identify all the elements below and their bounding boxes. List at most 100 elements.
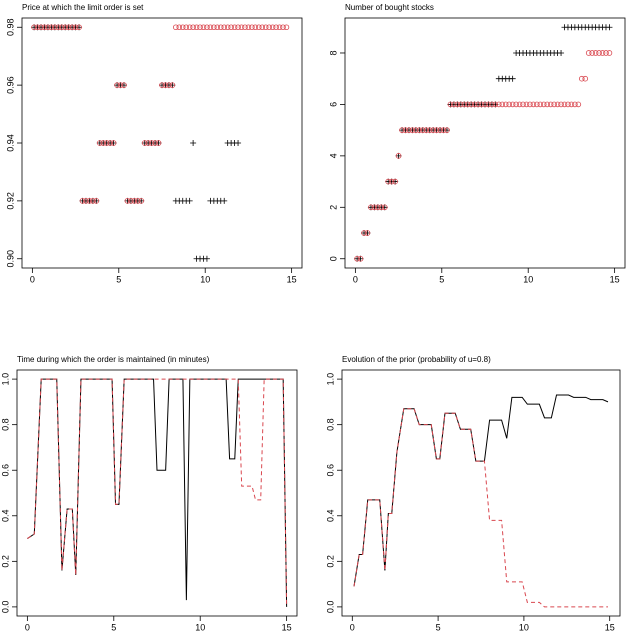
point [430,127,436,133]
point [464,101,471,108]
point [582,75,589,82]
point [110,140,117,146]
point [437,127,443,133]
point [217,24,224,31]
plot-frame [341,369,621,617]
point [378,204,385,211]
line [27,378,288,607]
point [489,101,495,108]
x-tick-label: 0 [30,274,35,284]
y-tick-label: 0.98 [5,18,15,36]
x-tick-label: 5 [111,622,116,632]
point [159,82,165,88]
x-tick-label: 15 [605,622,615,632]
point [259,24,266,31]
point [399,127,405,133]
point [589,50,595,56]
y-tick-label: 0 [328,256,338,261]
y-tick-label: 8 [328,50,338,55]
point [368,204,374,211]
point [200,24,207,31]
x-tick-label: 5 [116,274,121,284]
point [107,140,113,146]
point [245,24,252,31]
point [173,24,179,31]
point [513,101,519,108]
point [183,24,189,31]
point [96,140,103,146]
point [509,101,516,108]
point [354,255,360,262]
point [83,198,89,204]
point [578,75,585,82]
point [117,82,124,88]
point [280,24,286,31]
y-tick-label: 0.2 [325,555,335,568]
point [38,24,44,31]
x-tick-label: 10 [200,274,210,284]
point [235,140,242,146]
point [558,101,564,108]
point [190,24,196,31]
point [371,204,378,211]
x-tick-label: 0 [25,622,30,632]
point [190,140,197,146]
x-tick-label: 5 [436,622,441,632]
point [381,204,388,211]
point [131,198,138,204]
chart-title: Price at which the limit order is set [22,3,144,12]
point [211,24,217,31]
point [162,82,169,88]
point [461,101,468,108]
point [572,101,578,108]
y-tick-label: 0.4 [0,510,10,523]
point [534,101,540,108]
point [186,197,193,204]
y-tick-label: 0.8 [0,418,10,431]
point [100,140,107,146]
point [544,101,551,108]
point [423,127,430,133]
point [103,140,110,146]
point [447,101,454,108]
point [385,178,392,185]
point [409,127,416,133]
point [433,127,440,133]
point [176,24,183,31]
point [69,24,75,31]
point [65,24,72,31]
point [478,101,485,108]
point [426,127,433,133]
point [262,24,269,31]
y-tick-label: 0.90 [5,250,15,268]
y-tick-label: 0.6 [325,464,335,477]
point [565,101,571,108]
y-tick-label: 0.6 [0,464,10,477]
y-tick-label: 0.4 [325,510,335,523]
x-tick-label: 15 [282,622,292,632]
x-tick-label: 10 [195,622,205,632]
point [523,101,530,108]
point [121,82,127,88]
point [509,75,516,82]
point [599,50,606,56]
y-tick-label: 2 [328,205,338,210]
point [606,50,613,56]
line [353,408,608,608]
point [76,24,82,31]
point [283,24,290,31]
y-tick-label: 1.0 [0,373,10,386]
point [392,178,398,185]
point [228,24,234,31]
point [492,101,499,108]
point [79,198,86,204]
point [561,101,568,108]
line [27,378,288,607]
point [221,197,228,204]
point [406,127,412,133]
y-tick-label: 0.92 [5,192,15,210]
y-tick-label: 0.2 [0,555,10,568]
point [148,140,155,146]
point [516,101,523,108]
point [471,101,478,108]
